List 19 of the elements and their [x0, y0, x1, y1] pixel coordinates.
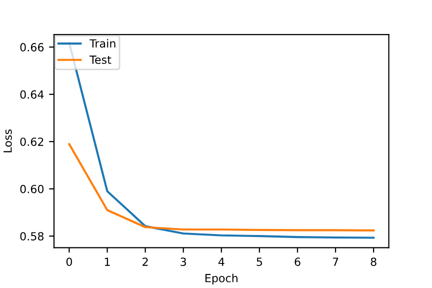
y-axis-title: Loss	[4, 129, 12, 152]
line-series	[68, 143, 375, 232]
x-tick-label: 5	[256, 258, 262, 266]
legend-label: Test	[90, 56, 112, 64]
y-tick-label: 0.60	[20, 184, 44, 194]
x-tick-label: 1	[104, 258, 110, 266]
legend-label: Train	[90, 39, 116, 48]
x-tick-label: 7	[332, 258, 338, 266]
y-tick-label: 0.64	[20, 90, 44, 99]
x-axis-title: Epoch	[205, 274, 238, 284]
x-tick-label: 8	[370, 258, 376, 266]
x-tick-label: 3	[180, 258, 186, 266]
x-tick-label: 4	[218, 258, 224, 266]
x-tick-label: 0	[66, 258, 72, 266]
x-tick-label: 6	[294, 258, 300, 266]
y-tick-label: 0.62	[20, 138, 44, 146]
y-tick-label: 0.66	[20, 43, 44, 52]
y-tick-label: 0.58	[20, 232, 44, 240]
x-tick-label: 2	[142, 258, 148, 266]
